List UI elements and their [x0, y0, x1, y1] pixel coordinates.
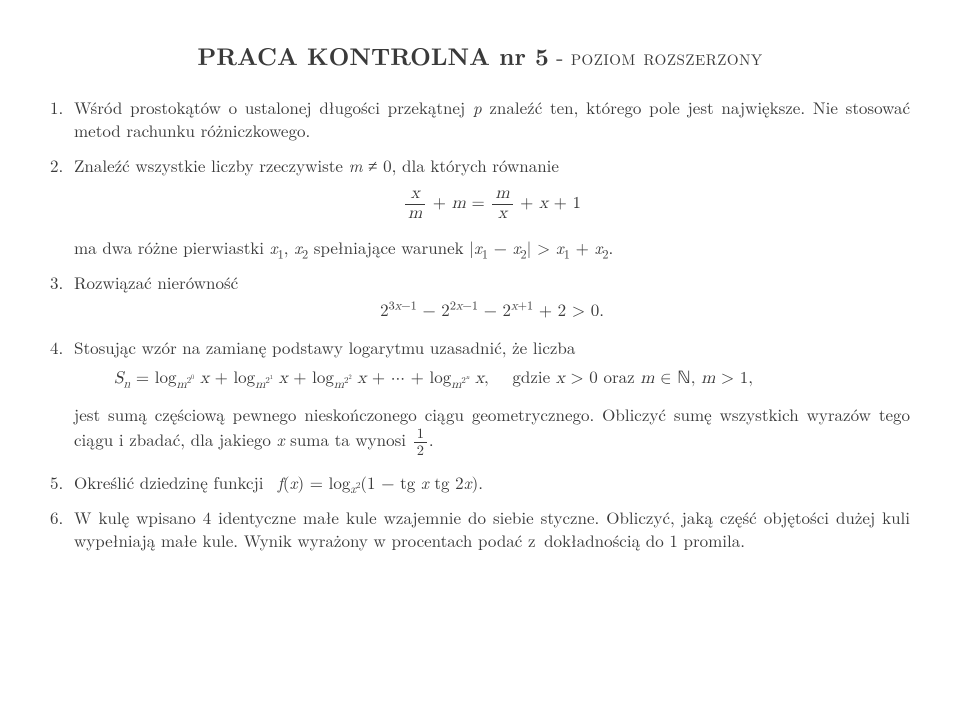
problem-6: W kulę wpisano 4 identyczne małe kule wz… — [50, 506, 910, 552]
title-main: PRACA KONTROLNA nr 5 — [197, 39, 548, 73]
problem-5: Określić dziedzinę funkcji f(x) = logx2(… — [50, 471, 910, 494]
title-sep: - — [549, 41, 571, 72]
document-title: PRACA KONTROLNA nr 5 - poziom rozszerzon… — [50, 40, 910, 72]
problem-2: Znaleźć wszystkie liczby rzeczywiste m ≠… — [50, 154, 910, 258]
problem-3-equation: 23x−1 − 22x−1 − 2x+1 + 2 > 0. — [74, 301, 910, 324]
problem-4-equation: Sn = logm20 x + logm21 x + logm22 x + ··… — [74, 367, 910, 391]
problem-4: Stosując wzór na zamianę podstawy logary… — [50, 336, 910, 459]
problem-3: Rozwiązać nierówność 23x−1 − 22x−1 − 2x+… — [50, 271, 910, 325]
title-level: poziom rozszerzony — [571, 41, 763, 72]
problem-2-equation: xm + m = mx + x + 1 — [74, 185, 910, 223]
problem-1: Wśród prostokątów o ustalonej długości p… — [50, 96, 910, 142]
problem-list: Wśród prostokątów o ustalonej długości p… — [50, 96, 910, 551]
